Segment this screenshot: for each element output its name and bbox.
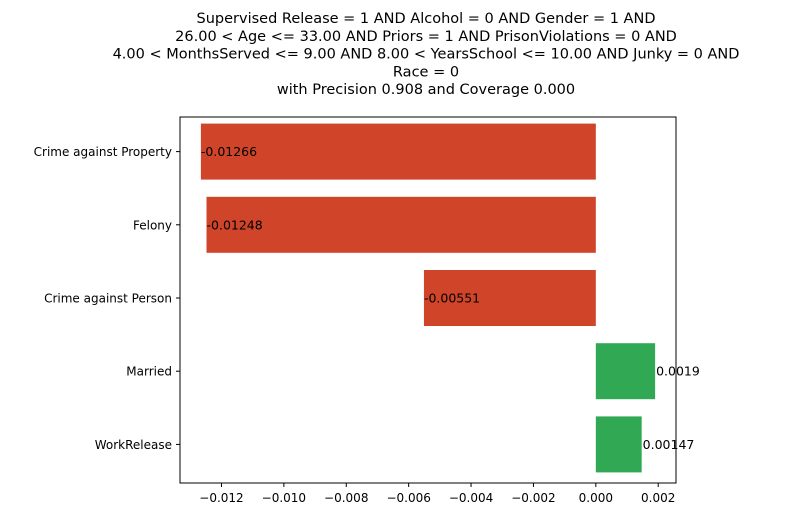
x-tick-label-1: −0.010 [262,491,306,505]
x-tick-label-4: −0.004 [449,491,493,505]
x-axis: −0.012 −0.010 −0.008 −0.006 −0.004 −0.002 0.00… [199,483,675,505]
x-tick-label-2: −0.008 [324,491,368,505]
y-axis-labels: Crime against Property Felony Crime agains… [34,145,180,452]
x-tick-label-5: −0.002 [511,491,555,505]
x-tick-label-3: −0.006 [386,491,430,505]
bar-value-label-3: 0.0019 [656,364,700,379]
bar-value-label-4: 0.00147 [643,437,695,452]
x-tick-label-7: 0.002 [641,491,675,505]
x-tick-label-0: −0.012 [199,491,243,505]
chart-title: Supervised Release = 1 AND Alcohol = 0 A… [113,11,740,98]
bar-1 [206,196,596,253]
title-line-1: Supervised Release = 1 AND Alcohol = 0 A… [197,11,656,27]
y-tick-label-1: Felony [133,218,172,232]
bar-value-label-0: -0.01266 [201,144,257,159]
y-tick-label-4: WorkRelease [95,438,172,452]
bar-3 [595,343,656,400]
plot-frame [179,116,677,484]
y-tick-label-0: Crime against Property [34,145,172,159]
title-line-4: Race = 0 [393,64,459,80]
bar-2 [423,270,596,326]
bar-value-label-2: -0.00551 [424,291,480,306]
title-line-5: with Precision 0.908 and Coverage 0.000 [277,82,575,98]
bars: -0.01266 -0.01248 -0.00551 0.0019 0.00147 [200,123,700,473]
y-tick-label-2: Crime against Person [44,292,172,306]
y-tick-label-3: Married [126,365,172,379]
bar-4 [595,416,642,473]
bar-value-label-1: -0.01248 [207,217,263,232]
bar-0 [200,123,596,180]
title-line-3: 4.00 < MonthsServed <= 9.00 AND 8.00 < Y… [113,47,740,63]
title-line-2: 26.00 < Age <= 33.00 AND Priors = 1 AND … [175,29,677,45]
x-tick-label-6: 0.000 [579,491,613,505]
